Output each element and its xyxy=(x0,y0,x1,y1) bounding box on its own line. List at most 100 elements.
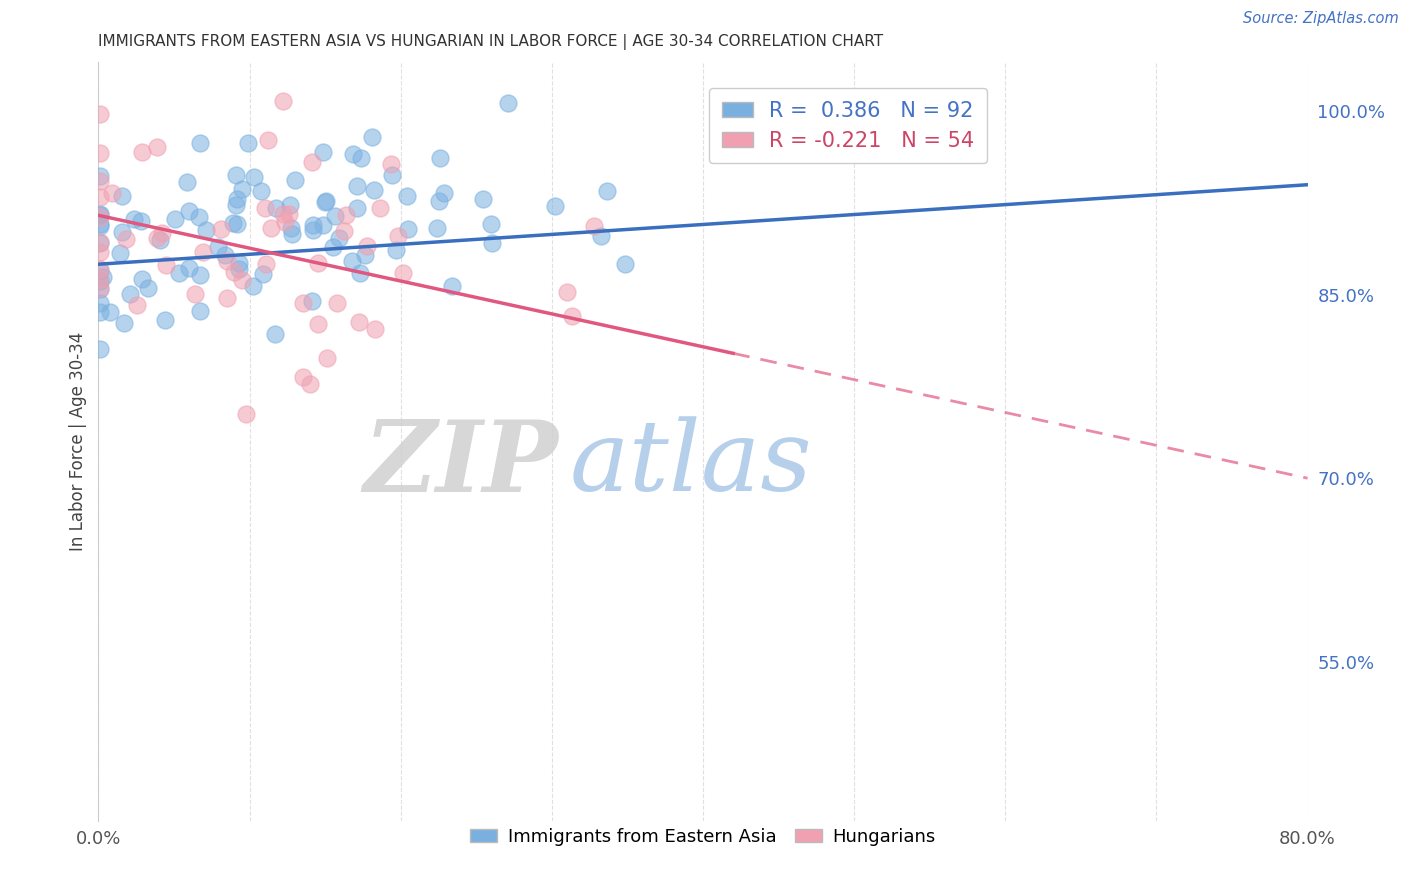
Point xyxy=(89,145,111,160)
Point xyxy=(176,175,198,189)
Text: Source: ZipAtlas.com: Source: ZipAtlas.com xyxy=(1243,11,1399,26)
Point xyxy=(89,219,111,233)
Point xyxy=(165,212,187,227)
Point xyxy=(252,267,274,281)
Point xyxy=(314,195,336,210)
Point xyxy=(89,217,111,231)
Point xyxy=(149,233,172,247)
Point xyxy=(280,221,302,235)
Point xyxy=(301,219,323,233)
Point xyxy=(115,232,138,246)
Point xyxy=(153,313,176,327)
Point xyxy=(127,298,149,312)
Point xyxy=(278,207,301,221)
Point xyxy=(236,136,259,151)
Point xyxy=(385,244,408,258)
Point xyxy=(292,369,315,384)
Point xyxy=(209,222,232,236)
Point xyxy=(89,262,111,277)
Point xyxy=(361,129,384,144)
Point xyxy=(93,270,115,285)
Point xyxy=(302,223,325,237)
Point xyxy=(312,218,335,232)
Point xyxy=(112,316,135,330)
Point xyxy=(183,286,205,301)
Point xyxy=(89,208,111,222)
Point xyxy=(325,209,347,223)
Point xyxy=(387,229,409,244)
Point xyxy=(426,221,449,235)
Point xyxy=(291,296,314,310)
Point xyxy=(596,184,619,198)
Point xyxy=(242,278,264,293)
Point xyxy=(356,239,378,253)
Point xyxy=(347,314,370,328)
Point xyxy=(316,351,339,365)
Point xyxy=(89,295,111,310)
Text: ZIP: ZIP xyxy=(363,416,558,513)
Point xyxy=(281,227,304,241)
Point xyxy=(225,218,247,232)
Point xyxy=(614,257,637,271)
Point xyxy=(284,173,307,187)
Point xyxy=(322,240,344,254)
Point xyxy=(274,215,297,229)
Point xyxy=(299,377,322,392)
Point xyxy=(328,230,350,244)
Point xyxy=(496,95,519,110)
Point xyxy=(89,169,111,183)
Point xyxy=(335,208,357,222)
Point xyxy=(349,266,371,280)
Point xyxy=(225,198,247,212)
Point xyxy=(110,188,132,202)
Point xyxy=(333,224,356,238)
Point xyxy=(98,305,121,319)
Point xyxy=(271,94,294,108)
Point xyxy=(381,168,404,182)
Point xyxy=(179,203,201,218)
Point xyxy=(583,219,606,234)
Point xyxy=(89,207,111,221)
Point xyxy=(326,296,349,310)
Point xyxy=(228,255,250,269)
Point xyxy=(429,151,451,165)
Point xyxy=(271,207,294,221)
Point xyxy=(368,201,391,215)
Point xyxy=(342,146,364,161)
Point xyxy=(555,285,578,299)
Point xyxy=(89,272,111,286)
Point xyxy=(315,194,337,208)
Point xyxy=(145,140,167,154)
Point xyxy=(249,184,271,198)
Point xyxy=(214,248,236,262)
Point xyxy=(260,221,283,235)
Point xyxy=(188,268,211,282)
Point xyxy=(217,253,239,268)
Point xyxy=(228,262,250,277)
Point xyxy=(363,183,385,197)
Point xyxy=(307,318,329,332)
Point xyxy=(187,211,209,225)
Point xyxy=(235,407,257,421)
Point xyxy=(226,193,249,207)
Point xyxy=(589,228,612,243)
Point xyxy=(191,244,214,259)
Point xyxy=(312,145,335,159)
Point xyxy=(254,201,277,215)
Point xyxy=(188,136,211,150)
Legend: Immigrants from Eastern Asia, Hungarians: Immigrants from Eastern Asia, Hungarians xyxy=(463,821,943,854)
Point xyxy=(346,201,368,215)
Point xyxy=(231,273,253,287)
Point xyxy=(278,198,301,212)
Point xyxy=(108,245,131,260)
Point xyxy=(256,133,278,147)
Point xyxy=(380,157,402,171)
Point xyxy=(101,186,124,200)
Point xyxy=(145,231,167,245)
Point xyxy=(155,258,177,272)
Point xyxy=(89,282,111,296)
Point xyxy=(89,281,111,295)
Point xyxy=(89,235,111,249)
Point xyxy=(561,309,583,323)
Point xyxy=(364,322,387,336)
